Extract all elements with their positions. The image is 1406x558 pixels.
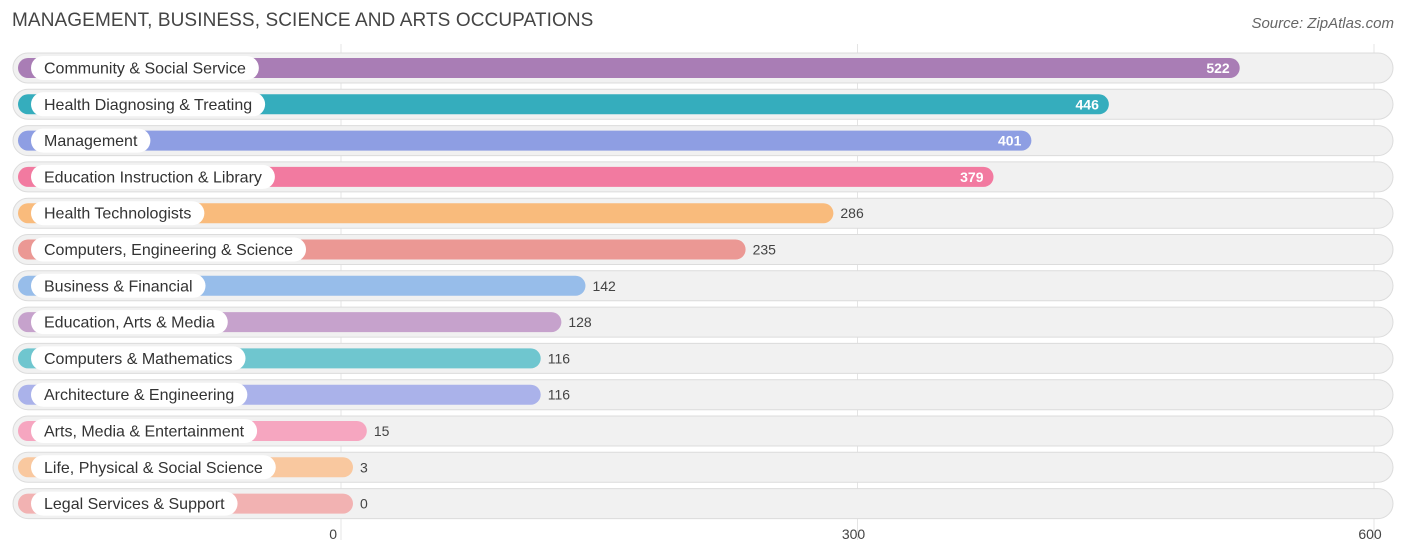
bar-row: Architecture & Engineering 116 bbox=[12, 379, 1394, 411]
category-label: Computers & Mathematics bbox=[44, 351, 233, 368]
label-pill bbox=[31, 56, 259, 80]
category-label: Management bbox=[44, 133, 138, 150]
category-label: Arts, Media & Entertainment bbox=[44, 424, 245, 441]
category-label: Community & Social Service bbox=[44, 61, 246, 78]
row-track bbox=[12, 451, 1394, 483]
bar bbox=[18, 94, 1109, 115]
bar-row: Computers, Engineering & Science 235 bbox=[12, 234, 1394, 265]
bar bbox=[18, 130, 1032, 151]
value-label: 116 bbox=[548, 350, 571, 366]
x-axis: 0 300 600 bbox=[329, 526, 1382, 542]
category-label: Life, Physical & Social Science bbox=[44, 460, 263, 477]
category-label: Education, Arts & Media bbox=[44, 315, 215, 332]
bar bbox=[18, 58, 1240, 78]
label-pill bbox=[31, 92, 266, 117]
bar-row: Education, Arts & Media 128 bbox=[12, 306, 1394, 338]
row-track bbox=[12, 488, 1394, 520]
value-label: 0 bbox=[360, 496, 368, 512]
chart-title: MANAGEMENT, BUSINESS, SCIENCE AND ARTS O… bbox=[12, 10, 594, 31]
value-label: 522 bbox=[1206, 60, 1230, 76]
value-label: 401 bbox=[998, 133, 1022, 149]
label-pill bbox=[31, 273, 206, 298]
label-pill bbox=[31, 164, 275, 189]
value-label: 15 bbox=[374, 423, 390, 439]
bar-row: Community & Social Service 522 bbox=[12, 52, 1394, 84]
bar-row: Arts, Media & Entertainment 15 bbox=[12, 415, 1394, 447]
value-label: 286 bbox=[840, 205, 864, 221]
category-label: Health Technologists bbox=[44, 206, 191, 223]
value-label: 235 bbox=[753, 242, 777, 258]
label-pill bbox=[31, 201, 205, 226]
label-pill bbox=[31, 455, 276, 480]
bar-row: Business & Financial 142 bbox=[12, 270, 1394, 302]
category-label: Architecture & Engineering bbox=[44, 387, 234, 404]
label-pill bbox=[31, 491, 238, 516]
label-pill bbox=[31, 382, 248, 407]
bar-row: Education Instruction & Library 379 bbox=[12, 161, 1394, 193]
value-label: 116 bbox=[548, 387, 571, 403]
value-label: 128 bbox=[568, 314, 592, 330]
chart-source: Source: ZipAtlas.com bbox=[1251, 15, 1394, 32]
category-label: Business & Financial bbox=[44, 278, 193, 295]
category-label: Legal Services & Support bbox=[44, 496, 225, 513]
value-label: 3 bbox=[360, 459, 368, 475]
category-label: Health Diagnosing & Treating bbox=[44, 97, 252, 114]
label-pill bbox=[31, 346, 246, 371]
category-label: Computers, Engineering & Science bbox=[44, 242, 293, 259]
bar-rows: Community & Social Service 522 Health Diag… bbox=[12, 52, 1394, 520]
bar-row: Computers & Mathematics 116 bbox=[12, 342, 1394, 374]
value-label: 379 bbox=[960, 169, 984, 185]
label-pill bbox=[31, 310, 228, 335]
bar-row: Management 401 bbox=[12, 125, 1394, 157]
bar-row: Health Diagnosing & Treating 446 bbox=[12, 88, 1394, 120]
x-tick-label: 0 bbox=[329, 526, 337, 542]
bar-row: Health Technologists 286 bbox=[12, 197, 1394, 229]
label-pill bbox=[31, 237, 307, 262]
category-label: Education Instruction & Library bbox=[44, 169, 262, 186]
value-label: 142 bbox=[592, 278, 616, 294]
value-label: 446 bbox=[1076, 96, 1100, 112]
bar-row: Legal Services & Support 0 bbox=[12, 488, 1394, 520]
x-tick-label: 300 bbox=[842, 526, 866, 542]
label-pill bbox=[31, 128, 151, 153]
bar-row: Life, Physical & Social Science 3 bbox=[12, 451, 1394, 483]
label-pill bbox=[31, 419, 258, 443]
x-tick-label: 600 bbox=[1358, 526, 1382, 542]
bar bbox=[18, 203, 834, 224]
